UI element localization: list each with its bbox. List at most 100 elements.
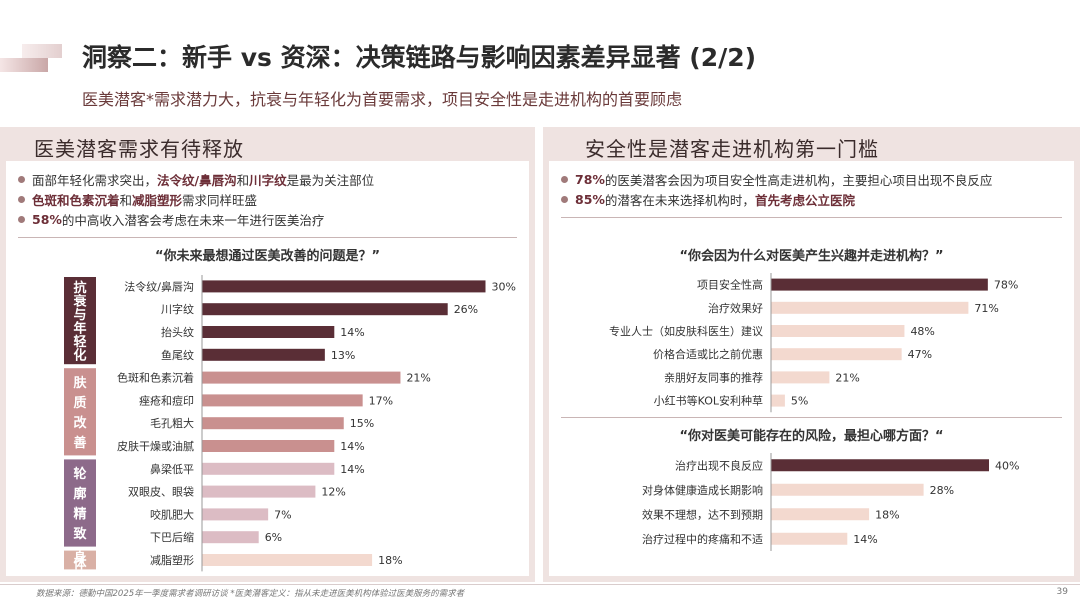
data-label: 5% [791,395,808,408]
bar [202,462,335,475]
bullet-dot-icon [18,195,25,203]
bar [771,348,902,361]
bar [202,280,486,293]
bullet-text: 面部年轻化需求突出， [32,172,158,188]
group-label-char: 化 [73,347,86,363]
bar [202,303,448,316]
category-label: 亲朋好友同事的推荐 [664,370,763,384]
bar [771,278,988,291]
bar [202,440,335,452]
category-label: 治疗出现不良反应 [675,458,763,472]
right-bullets: 78% 的医美潜客会因为项目安全性高走进机构，主要担心项目出现不良反应 85% 的潜客… [561,169,992,209]
bar [202,394,363,407]
data-label: 28% [930,484,954,497]
group-label-char: 质 [73,395,86,411]
bar [771,459,989,472]
category-label: 法令纹/鼻唇沟 [124,279,194,293]
highlight-text: 减脂塑形 [132,192,183,208]
group-label-char: 抗 [73,280,86,296]
group-label-char: 廓 [73,486,86,502]
data-label: 40% [995,459,1019,472]
data-label: 7% [274,508,291,521]
category-label: 项目安全性高 [697,278,763,292]
left-chart-question: “你未来最想通过医美改善的问题是？” [154,249,381,264]
group-label-char: 年 [73,320,86,336]
highlight-text: 法令纹/鼻唇沟 [157,172,237,188]
bar [202,417,344,430]
bullet-dot-icon [561,175,568,183]
data-label: 78% [994,279,1018,292]
bar [202,485,316,498]
right-bullet-2: 85% 的潜客在未来选择机构时， 首先考虑公立医院 [561,189,992,209]
highlight-text: 58% [32,211,62,227]
bullet-dot-icon [561,195,568,203]
bullet-text: 和 [236,172,250,188]
highlight-text: 78% [575,171,605,187]
category-label: 价格合适或比之前优惠 [653,347,763,361]
risk-concerns-bar-chart: 治疗出现不良反应 40% 对身体健康造成长期影响 28% 效果不理想，达不到预期 18% 治… [642,453,1019,551]
data-label: 14% [340,440,364,453]
bar [202,348,325,361]
data-label: 30% [492,280,516,293]
divider [18,237,517,238]
data-label: 17% [369,394,393,407]
left-bullet-3: 58% 的中高收入潜客会考虑在未来一年进行医美治疗 [18,209,374,229]
data-label: 14% [853,533,877,546]
category-label: 下巴后缩 [150,531,194,544]
footer-source: 数据来源：德勤中国2025年一季度需求者调研访谈 *医美潜客定义：指从未走进医美… [36,589,465,599]
bullet-text: 的潜客在未来选择机构时， [604,192,755,208]
bullet-text: 和 [119,192,133,208]
bar [202,326,335,338]
data-label: 18% [378,554,402,567]
highlight-text: 85% [575,191,605,207]
category-label: 鱼尾纹 [161,348,194,362]
data-label: 14% [340,463,364,476]
bar [771,325,905,337]
title-decoration [0,58,48,72]
category-label: 毛孔粗大 [150,416,194,430]
category-label: 治疗过程中的疼痛和不适 [642,532,763,546]
right-chart2-question: “你对医美可能存在的风险，最担心哪方面？“ [679,429,944,444]
bullet-text: 是最为关注部位 [286,172,375,188]
data-label: 71% [974,302,998,315]
data-label: 12% [321,486,345,499]
data-label: 14% [340,326,364,339]
group-label-char: 轻 [73,334,86,350]
left-bullet-1: 面部年轻化需求突出， 法令纹/鼻唇沟和川字纹 是最为关注部位 [18,169,374,189]
left-panel: 医美潜客需求有待释放 面部年轻化需求突出， 法令纹/鼻唇沟和川字纹 是最为关注部位色… [0,127,535,582]
bullet-dot-icon [18,175,25,183]
category-label: 皮肤干燥或油腻 [117,439,194,453]
page-title: 洞察二：新手 vs 资深：决策链路与影响因素差异显著 (2/2) [82,43,757,72]
entry-reasons-bar-chart: 项目安全性高 78% 治疗效果好 71% 专业人士（如皮肤科医生）建议 48% 价格合适或比… [609,273,1018,413]
highlight-text: 色斑和色素沉着 [32,192,120,208]
bar [771,532,848,545]
group-label-bg [64,277,96,365]
group-label-bg [64,459,96,547]
bar [771,394,785,407]
group-label-char: 精 [73,506,86,522]
title-decoration-light [22,44,62,58]
data-label: 48% [910,325,934,338]
group-label-bg [64,550,96,570]
group-label-char: 轮 [73,466,86,482]
category-label: 治疗效果好 [708,301,763,315]
data-label: 13% [331,349,355,362]
left-bullet-2: 色斑和色素沉着和减脂塑形 需求同样旺盛 [18,189,374,209]
group-label-char: 体 [73,556,87,572]
bar [771,508,870,521]
bar [202,508,269,521]
data-label: 15% [350,417,374,430]
right-bullet-1: 78% 的医美潜客会因为项目安全性高走进机构，主要担心项目出现不良反应 [561,169,992,189]
group-label-char: 身 [73,550,86,566]
footer-divider [0,584,1080,585]
divider [561,417,1062,418]
group-label-bg [64,368,96,456]
group-label-char: 善 [73,435,86,451]
left-bullets: 面部年轻化需求突出， 法令纹/鼻唇沟和川字纹 是最为关注部位 色斑和色素沉着和减脂塑形… [18,169,374,229]
divider [561,217,1062,218]
data-label: 6% [265,531,282,544]
group-label-char: 改 [73,415,87,431]
left-panel-heading: 医美潜客需求有待释放 [34,137,244,161]
page-number: 39 [1056,587,1068,597]
